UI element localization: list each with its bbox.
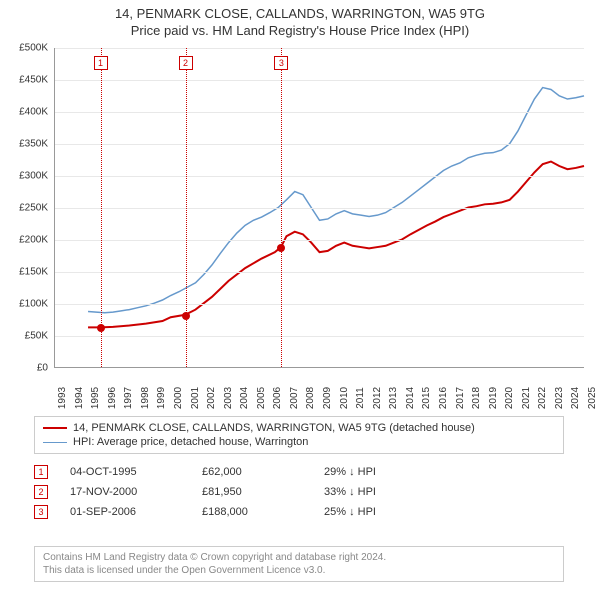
y-axis-label: £0 (8, 363, 48, 374)
chart: 1 2 3 £0 £50K £100K £150K £200K £250K £300K £350K… (8, 44, 592, 404)
x-axis-label: 2021 (521, 387, 532, 409)
x-axis-label: 2005 (256, 387, 267, 409)
x-axis-label: 2009 (322, 387, 333, 409)
attribution-line: This data is licensed under the Open Gov… (43, 564, 555, 577)
x-axis-label: 2020 (504, 387, 515, 409)
sale-row: 3 01-SEP-2006 £188,000 25% ↓ HPI (34, 502, 564, 522)
x-axis-label: 2019 (488, 387, 499, 409)
x-axis-label: 2018 (471, 387, 482, 409)
attribution-line: Contains HM Land Registry data © Crown c… (43, 551, 555, 564)
x-axis-label: 2011 (355, 387, 366, 409)
sale-hpi: 29% ↓ HPI (324, 466, 444, 478)
sale-row: 1 04-OCT-1995 £62,000 29% ↓ HPI (34, 462, 564, 482)
y-axis-label: £50K (8, 331, 48, 342)
event-marker: 3 (274, 56, 288, 70)
sales-table: 1 04-OCT-1995 £62,000 29% ↓ HPI 2 17-NOV… (34, 462, 564, 522)
legend: 14, PENMARK CLOSE, CALLANDS, WARRINGTON,… (34, 416, 564, 454)
x-axis-label: 2017 (455, 387, 466, 409)
sale-point (277, 244, 285, 252)
x-axis-label: 2003 (223, 387, 234, 409)
y-axis-label: £300K (8, 171, 48, 182)
x-axis-label: 2007 (289, 387, 300, 409)
y-axis-label: £100K (8, 299, 48, 310)
sale-hpi: 33% ↓ HPI (324, 486, 444, 498)
attribution: Contains HM Land Registry data © Crown c… (34, 546, 564, 582)
sale-marker: 3 (34, 505, 48, 519)
sale-hpi: 25% ↓ HPI (324, 506, 444, 518)
legend-label: 14, PENMARK CLOSE, CALLANDS, WARRINGTON,… (73, 422, 475, 434)
x-axis-label: 1993 (57, 387, 68, 409)
legend-swatch (43, 427, 67, 429)
x-axis-label: 2006 (272, 387, 283, 409)
sale-row: 2 17-NOV-2000 £81,950 33% ↓ HPI (34, 482, 564, 502)
x-axis-label: 2010 (339, 387, 350, 409)
x-axis-label: 1996 (107, 387, 118, 409)
x-axis-label: 2001 (190, 387, 201, 409)
x-axis-label: 2008 (305, 387, 316, 409)
legend-item: HPI: Average price, detached house, Warr… (43, 435, 555, 449)
x-axis-label: 1999 (156, 387, 167, 409)
x-axis-label: 2022 (537, 387, 548, 409)
y-axis-label: £450K (8, 75, 48, 86)
plot-area: 1 2 3 (54, 48, 584, 368)
x-axis-label: 2000 (173, 387, 184, 409)
x-axis-label: 1994 (74, 387, 85, 409)
x-axis-label: 1997 (123, 387, 134, 409)
y-axis-label: £500K (8, 43, 48, 54)
event-marker: 2 (179, 56, 193, 70)
title-subtitle: Price paid vs. HM Land Registry's House … (0, 23, 600, 40)
sale-marker: 2 (34, 485, 48, 499)
sale-point (182, 312, 190, 320)
sale-date: 17-NOV-2000 (70, 486, 180, 498)
y-axis-label: £200K (8, 235, 48, 246)
x-axis-label: 2016 (438, 387, 449, 409)
sale-price: £188,000 (202, 506, 302, 518)
sale-price: £81,950 (202, 486, 302, 498)
sale-point (97, 324, 105, 332)
x-axis-label: 2013 (388, 387, 399, 409)
sale-date: 01-SEP-2006 (70, 506, 180, 518)
sale-marker: 1 (34, 465, 48, 479)
x-axis-label: 2025 (587, 387, 598, 409)
y-axis-label: £150K (8, 267, 48, 278)
x-axis-label: 2012 (372, 387, 383, 409)
x-axis-label: 2002 (206, 387, 217, 409)
x-axis-label: 2023 (554, 387, 565, 409)
x-axis-label: 2024 (570, 387, 581, 409)
x-axis-label: 1998 (140, 387, 151, 409)
chart-container: 14, PENMARK CLOSE, CALLANDS, WARRINGTON,… (0, 0, 600, 590)
legend-swatch (43, 442, 67, 443)
x-axis-label: 2014 (405, 387, 416, 409)
event-line (281, 48, 282, 367)
event-marker: 1 (94, 56, 108, 70)
x-axis-label: 2004 (239, 387, 250, 409)
x-axis-label: 1995 (90, 387, 101, 409)
event-line (101, 48, 102, 367)
title-block: 14, PENMARK CLOSE, CALLANDS, WARRINGTON,… (0, 0, 600, 40)
y-axis-label: £350K (8, 139, 48, 150)
legend-label: HPI: Average price, detached house, Warr… (73, 436, 308, 448)
sale-price: £62,000 (202, 466, 302, 478)
y-axis-label: £250K (8, 203, 48, 214)
sale-date: 04-OCT-1995 (70, 466, 180, 478)
y-axis-label: £400K (8, 107, 48, 118)
legend-item: 14, PENMARK CLOSE, CALLANDS, WARRINGTON,… (43, 421, 555, 435)
x-axis-label: 2015 (421, 387, 432, 409)
series-line (88, 162, 584, 328)
title-address: 14, PENMARK CLOSE, CALLANDS, WARRINGTON,… (0, 6, 600, 23)
